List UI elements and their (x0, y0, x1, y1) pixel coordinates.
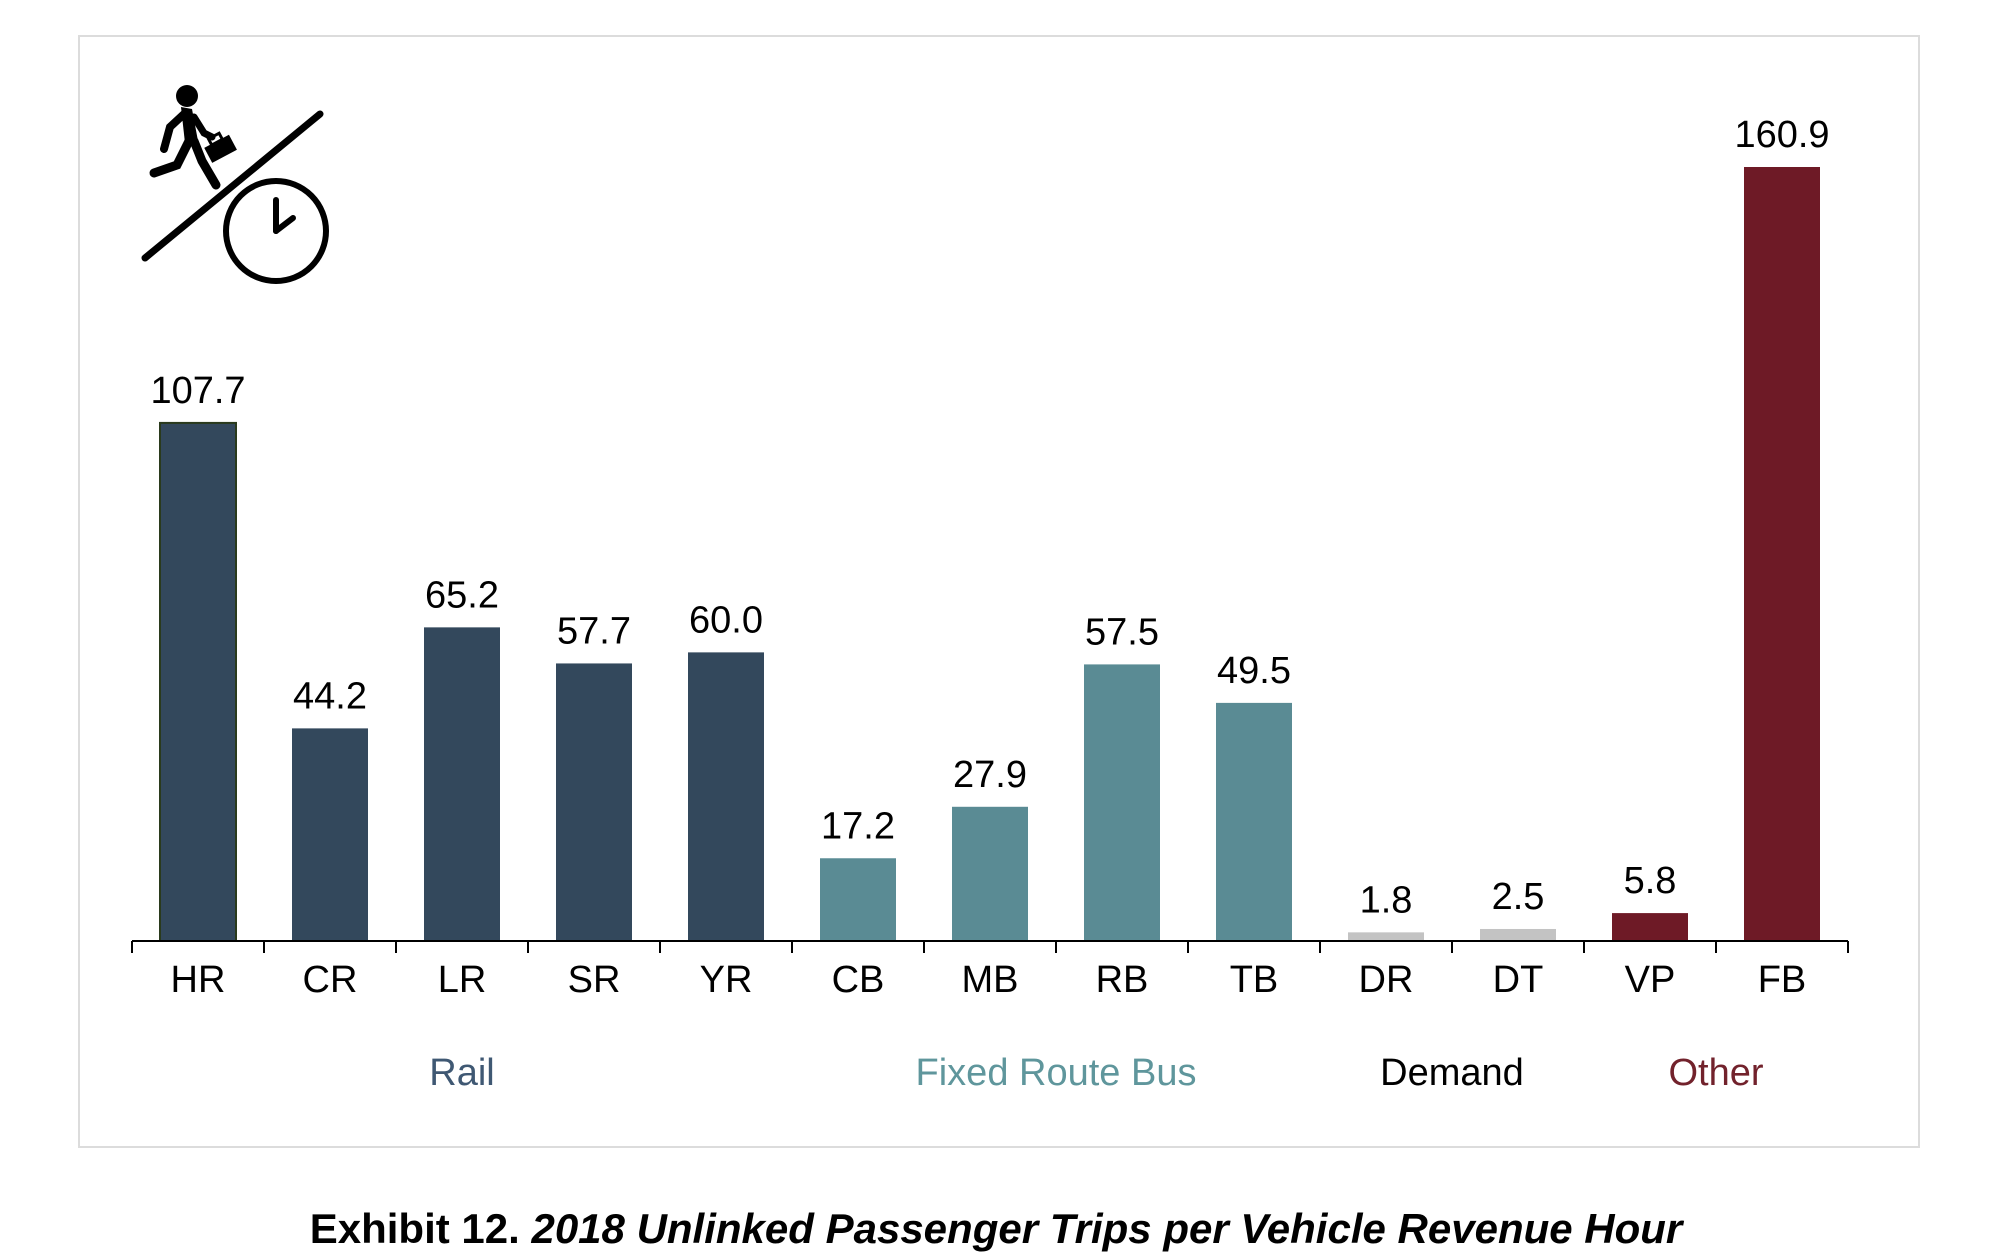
value-label-hr: 107.7 (150, 370, 245, 412)
value-label-cb: 17.2 (821, 805, 895, 847)
commuter-per-clock-icon (141, 85, 329, 284)
category-label-dt: DT (1493, 959, 1544, 1001)
group-label-rail: Rail (429, 1052, 494, 1094)
bar-fb (1744, 167, 1820, 941)
value-label-mb: 27.9 (953, 754, 1027, 796)
category-label-sr: SR (568, 959, 621, 1001)
bar-cb (820, 858, 896, 941)
category-label-tb: TB (1230, 959, 1279, 1001)
category-label-cr: CR (303, 959, 358, 1001)
bar-dt (1480, 928, 1556, 941)
group-label-other: Other (1668, 1052, 1763, 1094)
group-label-demand: Demand (1380, 1052, 1524, 1094)
chart-frame: 107.7 HR 44.2 CR 65.2 LR 57.7 SR 60.0 YR 17.2 CB 27.… (78, 35, 1920, 1148)
value-label-dr: 1.8 (1360, 879, 1413, 921)
category-label-vp: VP (1625, 959, 1676, 1001)
category-label-hr: HR (171, 959, 226, 1001)
caption-prefix: Exhibit 12. (309, 1205, 520, 1252)
category-label-yr: YR (700, 959, 753, 1001)
value-label-sr: 57.7 (557, 610, 631, 652)
value-label-dt: 2.5 (1492, 876, 1545, 918)
value-label-tb: 49.5 (1217, 650, 1291, 692)
bar-mb (952, 806, 1028, 941)
category-label-mb: MB (962, 959, 1019, 1001)
bar-dr (1348, 932, 1424, 941)
category-label-dr: DR (1359, 959, 1414, 1001)
bar-sr (556, 663, 632, 941)
category-label-rb: RB (1096, 959, 1149, 1001)
chart-caption: Exhibit 12. 2018 Unlinked Passenger Trip… (0, 1205, 1992, 1253)
bar-rb (1084, 664, 1160, 941)
value-label-yr: 60.0 (689, 599, 763, 641)
bar-cr (292, 728, 368, 941)
value-label-fb: 160.9 (1734, 114, 1829, 156)
bar-hr (159, 421, 237, 942)
value-label-vp: 5.8 (1624, 860, 1677, 902)
bar-tb (1216, 702, 1292, 941)
bar-chart: 107.7 HR 44.2 CR 65.2 LR 57.7 SR 60.0 YR 17.2 CB 27.… (131, 85, 1849, 1094)
category-label-lr: LR (438, 959, 487, 1001)
value-label-cr: 44.2 (293, 675, 367, 717)
value-label-rb: 57.5 (1085, 611, 1159, 653)
caption-title: 2018 Unlinked Passenger Trips per Vehicl… (531, 1205, 1683, 1252)
bar-lr (424, 627, 500, 941)
value-label-lr: 65.2 (425, 574, 499, 616)
group-label-fixed-route-bus: Fixed Route Bus (916, 1052, 1197, 1094)
bar-vp (1612, 913, 1688, 941)
category-label-fb: FB (1758, 959, 1807, 1001)
category-label-cb: CB (832, 959, 885, 1001)
bar-yr (688, 652, 764, 941)
